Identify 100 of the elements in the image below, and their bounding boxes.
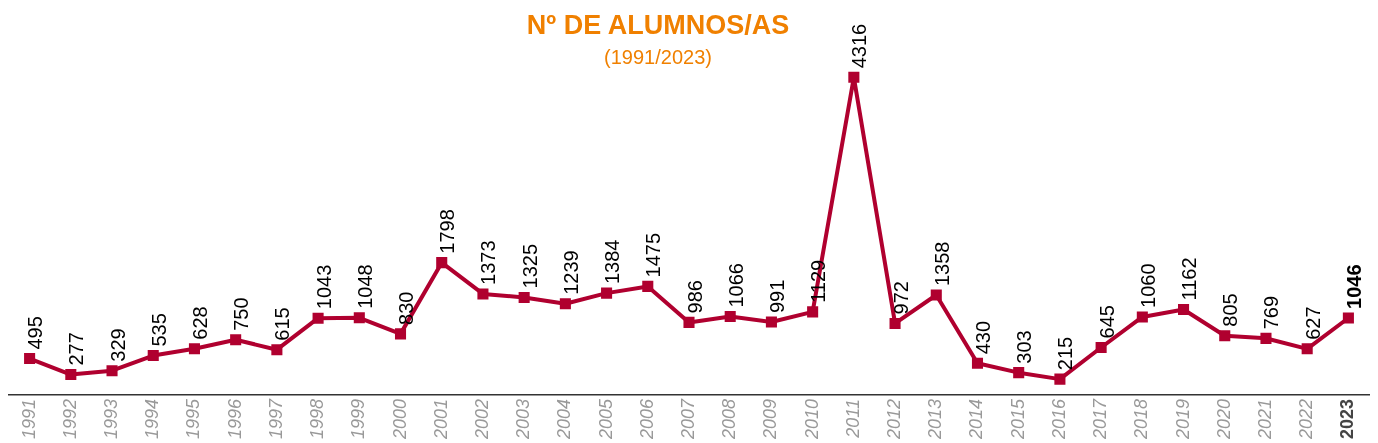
point (642, 280, 654, 292)
point (930, 289, 942, 301)
point (271, 344, 283, 356)
point (1136, 311, 1148, 323)
data-label: 215 (1054, 336, 1077, 371)
data-label: 1239 (559, 250, 582, 295)
point (1219, 330, 1231, 342)
data-label: 1373 (477, 240, 500, 285)
x-tick-label: 2012 (884, 398, 905, 440)
x-tick-label: 2014 (966, 398, 987, 440)
point (1342, 312, 1354, 324)
point (807, 306, 819, 318)
point (1178, 303, 1190, 315)
x-tick-label: 2021 (1254, 398, 1275, 440)
data-label: 769 (1260, 295, 1283, 330)
data-label: 329 (106, 328, 129, 362)
point (724, 310, 736, 323)
data-label: 628 (188, 306, 211, 340)
point (147, 350, 159, 362)
data-label: 1048 (353, 264, 376, 309)
x-tick-label: 2000 (389, 398, 410, 440)
data-label: 615 (271, 307, 294, 341)
point (106, 365, 118, 377)
data-label: 1358 (930, 241, 953, 287)
x-tick-label: 1996 (224, 397, 245, 439)
x-tick-label: 2002 (471, 398, 492, 440)
chart-subtitle: (1991/2023) (604, 46, 712, 68)
x-tick-label: 1995 (183, 397, 204, 439)
point (1054, 373, 1066, 385)
x-tick-label: 2006 (636, 397, 657, 440)
point (559, 298, 571, 310)
data-label: 645 (1095, 305, 1118, 339)
x-tick-label: 2007 (678, 397, 698, 440)
point (394, 328, 407, 340)
x-tick-label: 2018 (1131, 398, 1152, 440)
x-tick-label: 2023 (1337, 398, 1358, 439)
x-tick-label: 2003 (513, 398, 534, 440)
data-label: 4316 (848, 23, 871, 69)
x-tick-label: 1999 (348, 398, 369, 439)
data-label: 1325 (518, 243, 541, 289)
data-label: 1129 (807, 259, 830, 303)
point (436, 257, 448, 269)
point (353, 312, 365, 324)
x-tick-label: 2008 (719, 398, 740, 440)
point (1095, 341, 1107, 354)
data-label: 535 (147, 313, 170, 347)
point (765, 316, 777, 328)
point (24, 352, 36, 365)
x-tick-label: 2017 (1090, 397, 1111, 440)
point (601, 287, 613, 299)
data-label: 750 (230, 297, 253, 331)
point (848, 71, 860, 83)
data-label: 1162 (1178, 257, 1201, 301)
data-label: 430 (972, 320, 994, 355)
x-tick-label: 2011 (842, 398, 863, 439)
data-label: 986 (683, 280, 706, 314)
point (889, 317, 901, 329)
x-tick-label: 1994 (142, 398, 163, 439)
point (312, 312, 324, 324)
x-tick-label: 2004 (554, 398, 575, 440)
point (65, 369, 77, 381)
data-label: 1066 (724, 263, 747, 308)
point (230, 334, 242, 346)
x-tick-label: 2001 (430, 398, 451, 440)
data-label: 1475 (642, 232, 665, 278)
x-tick-label: 2005 (595, 397, 616, 440)
point (188, 343, 200, 355)
x-tick-label: 2016 (1048, 397, 1069, 440)
data-label: 1043 (312, 264, 335, 310)
x-tick-label: 2009 (760, 398, 781, 440)
x-tick-label: 1992 (59, 398, 80, 439)
data-label: 277 (65, 332, 88, 366)
point (683, 316, 695, 328)
data-label: 1046 (1342, 264, 1365, 309)
x-tick-label: 2022 (1296, 398, 1317, 440)
point (1301, 343, 1313, 355)
data-label: 805 (1219, 293, 1242, 327)
point (1260, 332, 1272, 344)
data-label: 495 (24, 316, 47, 350)
data-label: 627 (1301, 306, 1324, 340)
x-tick-label: 2020 (1213, 398, 1234, 440)
chart-title: Nº DE ALUMNOS/AS (526, 10, 790, 40)
x-tick-label: 2010 (801, 398, 822, 440)
data-label: 972 (889, 281, 912, 315)
x-tick-label: 2015 (1007, 397, 1028, 440)
x-tick-label: 1998 (307, 398, 328, 439)
x-tick-label: 2013 (925, 398, 946, 440)
data-label: 1384 (601, 239, 624, 285)
x-tick-label: 1993 (101, 398, 122, 439)
point (477, 288, 489, 300)
point (518, 291, 530, 303)
x-tick-label: 1991 (18, 398, 39, 439)
point (971, 357, 984, 369)
data-label: 991 (765, 279, 788, 314)
x-tick-label: 1997 (265, 397, 286, 439)
point (1013, 367, 1025, 379)
data-label: 830 (395, 291, 418, 325)
x-tick-label: 2019 (1172, 398, 1193, 440)
data-label: 1798 (436, 209, 459, 254)
data-label: 303 (1013, 330, 1036, 364)
